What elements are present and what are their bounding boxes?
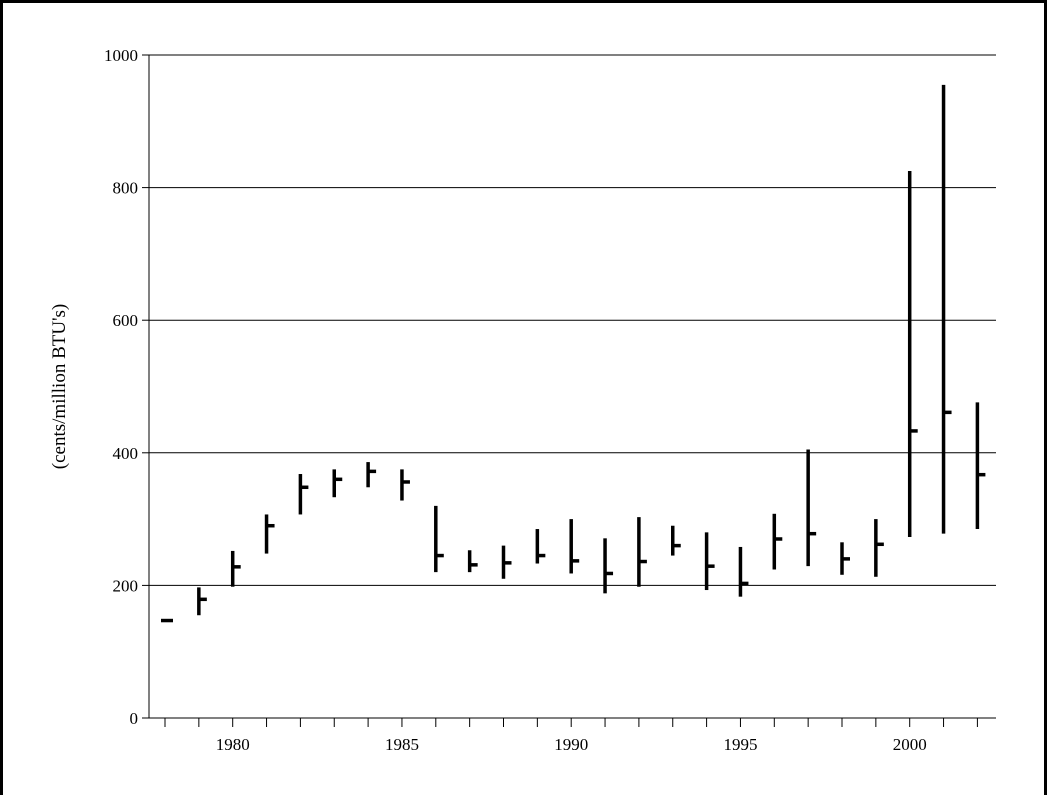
axes	[142, 54, 996, 727]
high-low-close-marks	[161, 84, 986, 623]
y-tick-label: 600	[113, 311, 139, 330]
x-tick-label: 2000	[893, 735, 927, 754]
x-tick-label: 1980	[216, 735, 250, 754]
y-tick-label: 1000	[104, 46, 138, 65]
y-tick-label: 400	[113, 444, 139, 463]
tick-labels: 0 200 400 600 800 1000 1980 1985 1990 1995 2000	[104, 46, 927, 754]
gridlines	[149, 54, 996, 586]
y-tick-label: 200	[113, 576, 139, 595]
x-tick-label: 1995	[723, 735, 757, 754]
x-tick-label: 1990	[554, 735, 588, 754]
y-axis-title: (cents/million BTU's)	[49, 304, 70, 469]
y-tick-label: 800	[113, 179, 139, 198]
x-tick-label: 1985	[385, 735, 419, 754]
y-tick-label: 0	[130, 709, 139, 728]
